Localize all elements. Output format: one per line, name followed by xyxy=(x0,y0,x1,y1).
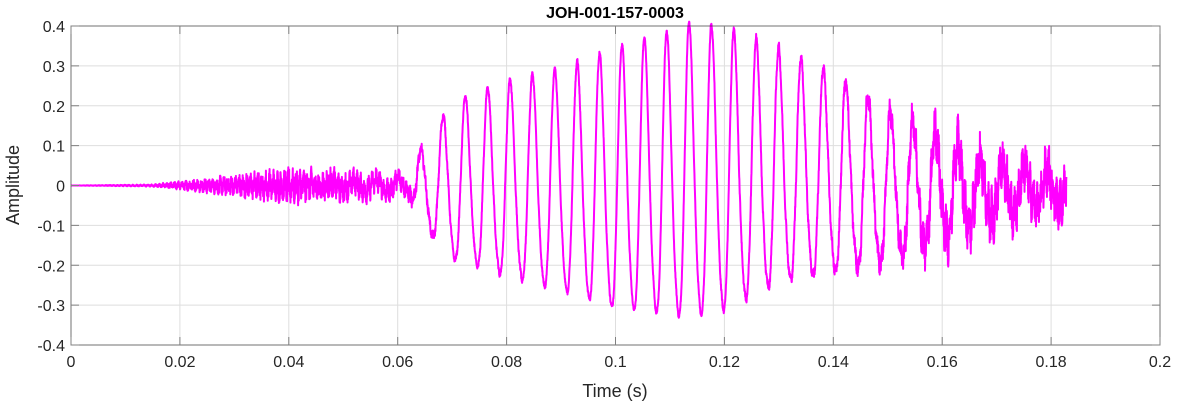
y-tick-label: -0.3 xyxy=(37,298,65,315)
x-tick-label: 0.12 xyxy=(709,354,740,371)
x-axis-label: Time (s) xyxy=(582,381,647,401)
x-tick-label: 0.08 xyxy=(491,354,522,371)
y-axis-label: Amplitude xyxy=(3,145,23,225)
chart-title: JOH-001-157-0003 xyxy=(546,5,684,22)
series-layer xyxy=(70,20,1068,319)
y-tick-label: 0.4 xyxy=(43,19,65,36)
x-tick-label: 0.1 xyxy=(604,354,626,371)
y-tick-label: 0 xyxy=(56,179,65,196)
y-tick-label: 0.1 xyxy=(43,139,65,156)
x-tick-label: 0.06 xyxy=(382,354,413,371)
y-tick-label: -0.1 xyxy=(37,218,65,235)
ticks: 0 0.02 0.04 0.06 0.08 0.1 0.12 0.14 0.16 0.18 0.2 -… xyxy=(37,19,1171,371)
x-tick-label: 0.04 xyxy=(273,354,304,371)
y-tick-label: 0.2 xyxy=(43,99,65,116)
y-tick-label: -0.4 xyxy=(37,338,65,355)
x-tick-label: 0.02 xyxy=(164,354,195,371)
y-tick-label: -0.2 xyxy=(37,258,65,275)
y-tick-label: 0.3 xyxy=(43,59,65,76)
x-tick-label: 0.16 xyxy=(927,354,958,371)
x-tick-label: 0 xyxy=(67,354,76,371)
waveform-line xyxy=(70,20,1068,319)
x-tick-label: 0.14 xyxy=(818,354,849,371)
x-tick-label: 0.18 xyxy=(1036,354,1067,371)
x-tick-label: 0.2 xyxy=(1149,354,1171,371)
